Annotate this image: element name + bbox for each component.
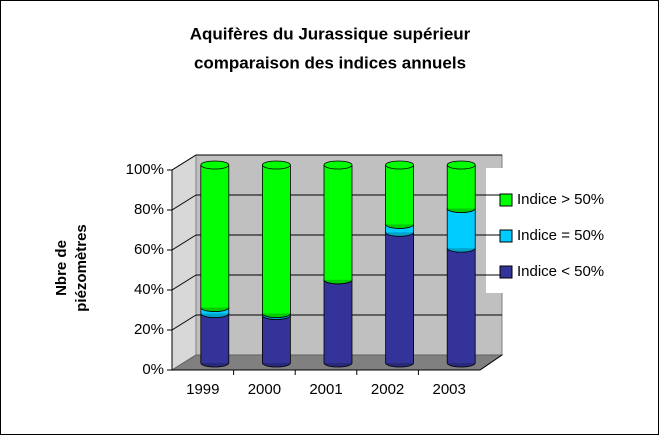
cylinder-segment (261, 160, 291, 318)
cylinder-segment (200, 160, 230, 312)
legend-label: Indice < 50% (517, 263, 604, 280)
x-tick-label: 1999 (186, 381, 219, 398)
legend-swatch (499, 265, 513, 279)
chart-title: comparaison des indices annuels (194, 53, 466, 72)
cylinder-part (385, 165, 414, 225)
cylinder-part (385, 160, 415, 170)
cylinder-segment (446, 243, 476, 368)
legend (486, 168, 656, 293)
x-tick-label: 2003 (433, 381, 466, 398)
y-tick-label: 40% (134, 281, 164, 298)
y-tick-label: 0% (142, 361, 164, 378)
cylinder-part (262, 315, 291, 363)
cylinder-segment (323, 275, 353, 368)
cylinder-segment (323, 160, 353, 285)
cylinder-part (323, 160, 353, 170)
cylinder-part (200, 160, 230, 170)
cylinder-segment (385, 227, 415, 368)
y-tick-label: 80% (134, 201, 164, 218)
y-axis-title-line: Nbre de (53, 240, 70, 296)
cylinder-part (447, 208, 476, 249)
x-tick-label: 2000 (248, 381, 281, 398)
legend-swatch (499, 193, 513, 207)
legend-label: Indice = 50% (517, 227, 604, 244)
grid-line (171, 314, 197, 331)
cylinder-segment (200, 309, 230, 368)
side-wall (171, 154, 197, 371)
cylinder-part (447, 165, 476, 209)
cylinder-segment (446, 160, 476, 213)
grid-line (171, 194, 197, 211)
cylinder-part (447, 248, 476, 363)
cylinder-part (200, 313, 229, 363)
cylinder-part (200, 165, 229, 308)
y-tick-label: 20% (134, 321, 164, 338)
x-tick-label: 2001 (309, 381, 342, 398)
cylinder-segment (385, 160, 415, 229)
y-tick-label: 100% (126, 161, 164, 178)
x-axis-depth (479, 354, 503, 371)
y-axis-title-line: piézomètres (73, 224, 90, 312)
legend-swatch (499, 229, 513, 243)
grid-line (171, 274, 197, 291)
cylinder-part (324, 279, 352, 363)
y-axis-title: Nbre de piézomètres (53, 224, 90, 312)
legend-label: Indice > 50% (517, 191, 604, 208)
cylinder-part (446, 160, 476, 170)
cylinder-part (262, 165, 291, 314)
cylinder-part (261, 160, 291, 170)
chart-title: Aquifères du Jurassique supérieur (190, 24, 471, 43)
cylinder-part (385, 232, 414, 363)
x-tick-label: 2002 (371, 381, 404, 398)
grid-line (171, 234, 197, 251)
y-tick-label: 60% (134, 241, 164, 258)
cylinder-part (324, 165, 352, 280)
grid-line (171, 154, 197, 171)
